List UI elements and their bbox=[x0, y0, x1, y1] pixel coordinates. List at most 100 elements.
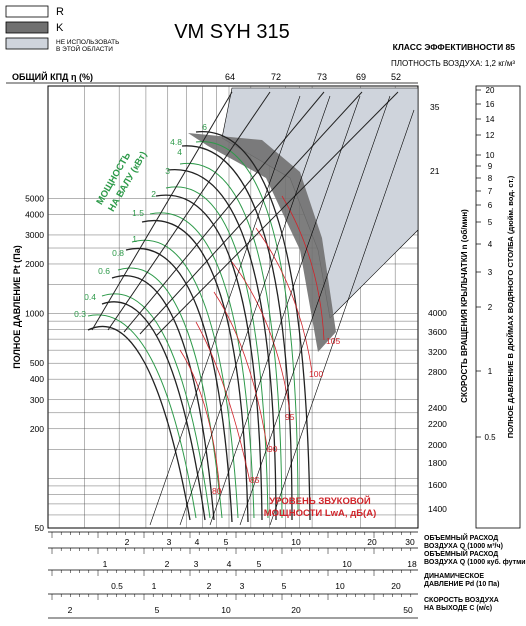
legend-label-k: K bbox=[56, 22, 64, 34]
sound-value-label: 95 bbox=[285, 412, 295, 422]
bottom-tick-label: 20 bbox=[391, 581, 401, 591]
bottom-tick-label: 10 bbox=[342, 559, 352, 569]
inch-tick-label: 4 bbox=[488, 240, 493, 249]
rpm-tick-label: 2200 bbox=[428, 419, 447, 429]
bottom-tick-label: 10 bbox=[291, 537, 301, 547]
bottom-axis-label: ВОЗДУХА Q (1000 куб. футмин) bbox=[424, 558, 526, 566]
bottom-tick-label: 5 bbox=[224, 537, 229, 547]
efficiency-value: 73 bbox=[317, 72, 327, 82]
system-line bbox=[179, 95, 331, 526]
bottom-tick-label: 2 bbox=[207, 581, 212, 591]
inch-tick-label: 3 bbox=[488, 268, 493, 277]
bottom-tick-label: 20 bbox=[367, 537, 377, 547]
bottom-tick-label: 2 bbox=[68, 605, 73, 615]
efficiency-ray bbox=[123, 91, 325, 333]
rpm-tick-label: 1600 bbox=[428, 480, 447, 490]
legend-swatch-not-use bbox=[5, 37, 49, 50]
sound-value-label: 100 bbox=[309, 369, 323, 379]
legend-label-not-use-1: НЕ ИСПОЛЬЗОВАТЬ bbox=[56, 39, 119, 46]
bottom-tick-label: 3 bbox=[167, 537, 172, 547]
rpm-tick-label: 3600 bbox=[428, 327, 447, 337]
pressure-tick-label: 5000 bbox=[25, 193, 44, 203]
speed-curve bbox=[181, 145, 293, 521]
power-curve bbox=[117, 267, 223, 519]
sound-label-2: МОЩНОСТИ LwA, дБ(A) bbox=[264, 508, 377, 519]
power-value-label: 6 bbox=[202, 122, 207, 132]
rpm-tick-label: 3200 bbox=[428, 347, 447, 357]
power-value-label: 1 bbox=[132, 234, 137, 244]
pressure-tick-label: 1000 bbox=[25, 309, 44, 319]
speed-curve bbox=[101, 301, 206, 521]
bottom-tick-label: 50 bbox=[403, 605, 413, 615]
power-curve bbox=[179, 162, 283, 519]
efficiency-label: ОБЩИЙ КПД η (%) bbox=[12, 71, 93, 82]
bottom-tick-label: 2 bbox=[125, 537, 130, 547]
pressure-tick-label: 4000 bbox=[25, 209, 44, 219]
pressure-axis: 5000 4000 3000 2000 1000 500 400 300 200 50 bbox=[25, 193, 44, 533]
bottom-axis-label: ОБЪЕМНЫЙ РАСХОД bbox=[424, 549, 498, 558]
rpm-tick-label: 2000 bbox=[428, 440, 447, 450]
power-value-label: 0.4 bbox=[84, 292, 96, 302]
bottom-tick-label: 3 bbox=[240, 581, 245, 591]
efficiency-ray bbox=[91, 91, 233, 331]
inch-tick-label: 6 bbox=[488, 201, 493, 210]
curves bbox=[87, 91, 415, 526]
inch-tick-label: 14 bbox=[486, 115, 495, 124]
rpm-axis: 4000 3600 3200 2800 2400 2200 2000 1800 1600 1400… bbox=[428, 102, 447, 514]
bottom-axis-label: ДАВЛЕНИЕ Pd (10 Па) bbox=[424, 581, 499, 588]
rpm-tick-label: 2800 bbox=[428, 367, 447, 377]
bottom-axis-label: ДИНАМИЧЕСКОЕ bbox=[424, 573, 484, 580]
power-curve bbox=[131, 239, 239, 519]
pressure-tick-label: 500 bbox=[30, 358, 44, 368]
inch-tick-label: 16 bbox=[486, 100, 495, 109]
bottom-tick-label: 1 bbox=[103, 559, 108, 569]
plot-frame bbox=[47, 85, 419, 529]
inch-tick-label: 9 bbox=[488, 162, 493, 171]
legend-swatch-k bbox=[5, 21, 49, 34]
inch-tick-label: 2 bbox=[488, 303, 493, 312]
pressure-tick-label: 200 bbox=[30, 424, 44, 434]
efficiency-ray bbox=[139, 91, 363, 335]
bottom-tick-label: 5 bbox=[257, 559, 262, 569]
power-value-label: 4 bbox=[177, 147, 182, 157]
speed-curve bbox=[87, 325, 191, 521]
power-value-label: 1.5 bbox=[132, 208, 144, 218]
legend-label-not-use-2: В ЭТОЙ ОБЛАСТИ bbox=[56, 44, 113, 53]
inch-tick-label: 10 bbox=[486, 151, 495, 160]
speed-curve bbox=[125, 247, 233, 523]
power-value-label: 0.8 bbox=[112, 248, 124, 258]
efficiency-value: 52 bbox=[391, 72, 401, 82]
noise-curve bbox=[195, 321, 251, 483]
bottom-tick-label: 4 bbox=[227, 559, 232, 569]
system-line bbox=[149, 95, 301, 526]
noise-curve bbox=[179, 349, 221, 493]
speed-curve bbox=[111, 275, 215, 521]
bottom-tick-label: 5 bbox=[282, 581, 287, 591]
bottom-tick-label: 3 bbox=[194, 559, 199, 569]
inch-axis: 20 16 14 12 10 9 8 7 6 5 4 3 2 1 0.5 bbox=[476, 86, 496, 442]
pressure-tick-label: 2000 bbox=[25, 259, 44, 269]
system-line bbox=[269, 109, 415, 526]
inch-tick-label: 12 bbox=[486, 131, 495, 140]
rpm-tick-label: 1800 bbox=[428, 458, 447, 468]
noise-curve bbox=[281, 195, 325, 341]
bottom-axis-label: ВОЗДУХА Q (1000 м³/ч) bbox=[424, 543, 503, 550]
power-curve bbox=[101, 293, 211, 519]
bottom-tick-label: 10 bbox=[221, 605, 231, 615]
sound-value-label: 85 bbox=[250, 475, 260, 485]
inch-tick-label: 0.5 bbox=[484, 433, 496, 442]
inch-tick-label: 1 bbox=[488, 367, 493, 376]
pressure-axis-label: ПОЛНОЕ ДАВЛЕНИЕ Pt (Па) bbox=[12, 245, 22, 369]
sound-value-label: 90 bbox=[268, 444, 278, 454]
power-value-label: 0.6 bbox=[98, 266, 110, 276]
speed-curve bbox=[141, 220, 249, 523]
sound-label-1: УРОВЕНЬ ЗВУКОВОЙ bbox=[269, 495, 371, 507]
efficiency-ray bbox=[107, 91, 271, 331]
pressure-tick-label: 50 bbox=[35, 523, 45, 533]
sound-value-label: 80 bbox=[212, 486, 222, 496]
bottom-tick-label: 5 bbox=[155, 605, 160, 615]
curve-labels: 6 4.843 2 1.5 1 0.80.6 0.4 0.3 80 85 90 95 100 105 bbox=[74, 122, 340, 496]
rpm-tick-label: 2400 bbox=[428, 403, 447, 413]
bottom-tick-label: 1 bbox=[152, 581, 157, 591]
